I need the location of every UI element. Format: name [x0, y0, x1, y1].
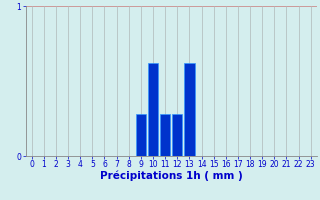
Bar [160, 114, 170, 156]
X-axis label: Précipitations 1h ( mm ): Précipitations 1h ( mm ) [100, 171, 243, 181]
Bar [136, 114, 146, 156]
Bar [172, 114, 182, 156]
Bar [148, 63, 158, 156]
Bar [184, 63, 195, 156]
